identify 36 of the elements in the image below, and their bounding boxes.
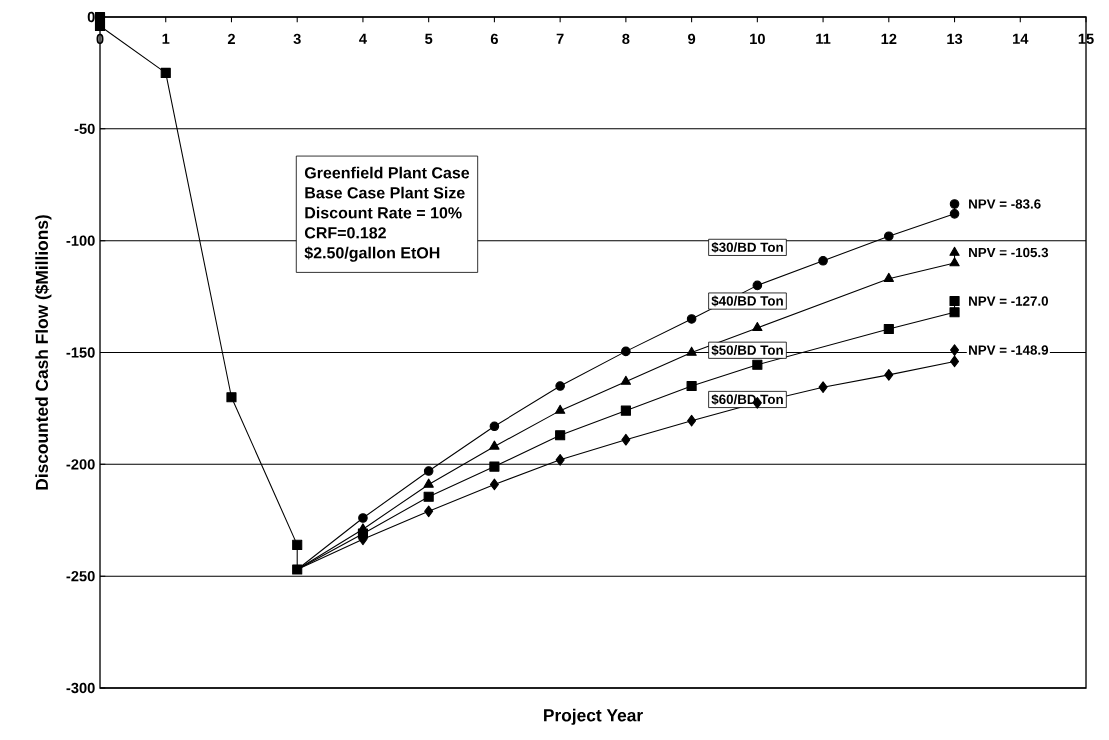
x-tick-label: 14 [1013, 33, 1029, 44]
y-tick-label: -300 [66, 682, 95, 694]
x-tick-label: 12 [881, 33, 897, 44]
y-tick-label: -100 [66, 235, 95, 246]
annotation: NPV = -83.6 [969, 199, 1041, 209]
x-tick-label: 7 [556, 33, 564, 44]
y-tick-label: -150 [66, 347, 95, 358]
x-tick-label: 2 [227, 33, 235, 44]
annotation: CRF=0.182 [304, 227, 386, 239]
x-tick-label: 1 [162, 33, 170, 44]
x-tick-label: 3 [293, 33, 301, 45]
annotation: $2.50/gallon EtOH [304, 246, 440, 262]
y-tick-label: -250 [66, 570, 95, 582]
series-label: $40/BD Ton [711, 295, 783, 307]
annotation: Greenfield Plant Case [304, 166, 470, 179]
x-tick-label: 11 [816, 33, 831, 44]
series-label: $60/BD Ton [711, 394, 783, 405]
y-axis-title: Discounted Cash Flow ($Millions) [35, 215, 52, 490]
x-tick-label: 5 [425, 33, 433, 44]
y-tick-label: 0 [87, 11, 95, 23]
x-tick-label: 6 [490, 33, 498, 45]
series-label: $50/BD Ton [711, 344, 783, 356]
annotation: Discount Rate = 10% [305, 206, 462, 219]
x-tick-label: 10 [750, 33, 765, 45]
series-label: $30/BD Ton [711, 241, 783, 253]
annotation: NPV = -105.3 [969, 247, 1049, 258]
x-axis-title: Project Year [544, 708, 643, 725]
x-tick-label: 4 [359, 33, 367, 44]
y-tick-label: -200 [66, 459, 95, 470]
y-tick-label: -50 [74, 123, 95, 135]
annotation: Base Case Plant Size [305, 186, 465, 199]
x-tick-label: 9 [688, 33, 696, 45]
annotation: NPV = -127.0 [969, 296, 1049, 306]
annotation: NPV = -148.9 [969, 345, 1049, 355]
x-tick-label: 8 [622, 33, 630, 45]
x-tick-label: 13 [947, 33, 963, 45]
